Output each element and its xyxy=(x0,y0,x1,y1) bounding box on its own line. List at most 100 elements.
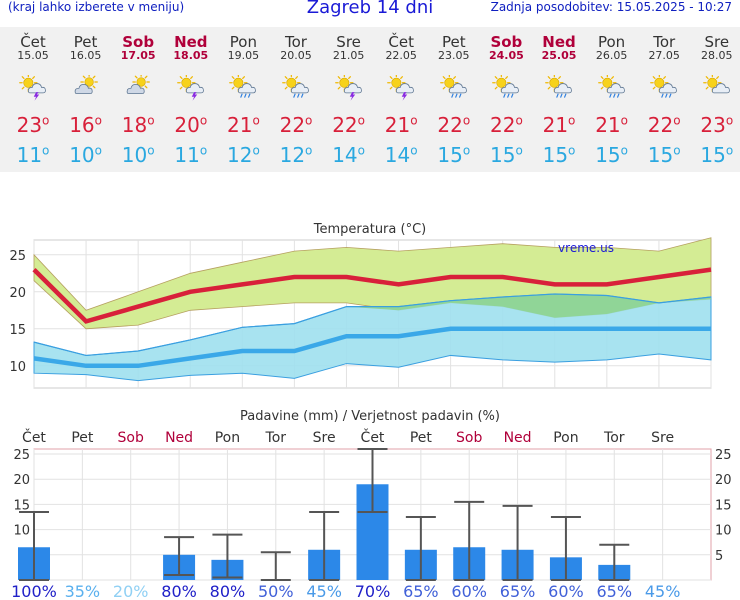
day-name: Sob xyxy=(490,33,523,51)
cloud-sun-icon xyxy=(74,75,98,95)
x-tick-label: Sob xyxy=(118,430,144,446)
max-temperature: 21o xyxy=(542,113,576,137)
x-tick-label: Pet xyxy=(71,430,94,446)
day-name: Pon xyxy=(229,33,257,51)
precipitation-probability-label: 80% xyxy=(161,582,197,600)
day-column: Sob 17.05 18o 10o xyxy=(112,27,164,167)
min-temperature: 11o xyxy=(174,143,208,167)
day-name: Sob xyxy=(122,33,155,51)
sun-cloud-rain-icon xyxy=(282,75,309,98)
y-tick-label: 25 xyxy=(9,249,26,264)
day-name: Ned xyxy=(174,33,208,51)
day-column: Ned 25.05 21o 15o xyxy=(533,27,585,167)
precipitation-probability-label: 100% xyxy=(11,582,57,600)
day-column: Ned 18.05 20o 11o xyxy=(165,27,217,167)
precipitation-probability-label: 60% xyxy=(548,582,584,600)
precipitation-probability-label: 60% xyxy=(451,582,487,600)
x-tick-label: Sob xyxy=(456,430,482,446)
precipitation-probability-label: 80% xyxy=(210,582,246,600)
day-name: Ned xyxy=(542,33,576,51)
min-temperature: 15o xyxy=(595,143,628,167)
sun-cloud-rain-icon xyxy=(545,75,572,98)
min-temperature: 11o xyxy=(16,143,50,167)
day-name: Pet xyxy=(73,33,98,51)
day-date: 16.05 xyxy=(69,49,102,62)
y-tick-label: 15 xyxy=(9,323,26,338)
precipitation-probability-label: 45% xyxy=(645,582,681,600)
sun-cloud-lightning-icon xyxy=(334,75,362,101)
day-date: 28.05 xyxy=(701,49,733,62)
sun-cloud-rain-icon xyxy=(650,75,678,98)
max-temperature: 18o xyxy=(121,113,155,137)
day-column: Čet 15.05 23o 11o xyxy=(7,27,59,167)
sun-cloud-rain-icon xyxy=(492,75,520,98)
x-tick-label: Ned xyxy=(165,430,193,446)
sun-cloud-rain-icon xyxy=(597,75,625,98)
x-tick-label: Tor xyxy=(603,430,625,446)
min-temperature: 15o xyxy=(437,143,471,167)
precipitation-chart-title: Padavine (mm) / Verjetnost padavin (%) xyxy=(240,409,500,424)
precipitation-probability-label: 65% xyxy=(403,582,439,600)
day-name: Tor xyxy=(285,33,307,51)
min-temperature: 14o xyxy=(332,143,365,167)
day-name: Čet xyxy=(388,33,414,51)
day-date: 19.05 xyxy=(227,49,260,62)
x-tick-label: Tor xyxy=(265,430,287,446)
y-tick-label-right: 5 xyxy=(715,549,723,564)
sun-cloud-rain-icon xyxy=(439,75,467,98)
y-tick-label-right: 15 xyxy=(715,498,732,513)
y-tick-label-right: 20 xyxy=(715,473,732,488)
max-temperature: 22o xyxy=(647,113,681,137)
day-name: Čet xyxy=(20,33,46,51)
region-hint-text[interactable]: (kraj lahko izberete v meniju) xyxy=(8,0,185,14)
max-temperature: 16o xyxy=(69,113,102,137)
chart-watermark: vreme.us xyxy=(558,241,614,255)
precipitation-probability-label: 65% xyxy=(500,582,536,600)
max-temperature-series-line xyxy=(32,267,712,324)
max-temperature: 20o xyxy=(174,113,208,137)
sun-cloud-lightning-icon xyxy=(176,75,204,101)
day-name: Sre xyxy=(336,33,361,51)
sun-cloud-lightning-icon xyxy=(19,75,46,101)
min-temperature-series-line xyxy=(33,326,711,369)
y-tick-label: 10 xyxy=(13,524,30,539)
cloud-sun-icon xyxy=(126,75,151,95)
x-tick-label: Čet xyxy=(22,428,46,446)
y-tick-label: 20 xyxy=(9,286,26,301)
max-temperature: 22o xyxy=(279,113,313,137)
day-name: Pon xyxy=(597,33,626,51)
day-date: 25.05 xyxy=(541,49,577,62)
daily-forecast-strip: Čet 15.05 23o 11o Pet 16.05 16o 10o Sob 17.05 18o 1… xyxy=(0,27,740,172)
y-tick-label: 10 xyxy=(9,360,26,375)
max-temperature: 21o xyxy=(595,113,628,137)
x-tick-label: Pon xyxy=(215,430,240,446)
max-temperature: 22o xyxy=(332,113,365,137)
day-column: Tor 27.05 22o 15o xyxy=(638,27,690,167)
sun-cloud-icon xyxy=(702,75,730,94)
x-tick-label: Čet xyxy=(361,428,385,446)
day-date: 22.05 xyxy=(385,49,417,62)
min-temperature: 10o xyxy=(69,143,102,167)
day-date: 17.05 xyxy=(120,49,156,62)
max-temperature: 21o xyxy=(226,113,260,137)
day-date: 20.05 xyxy=(280,49,312,62)
x-tick-label: Pon xyxy=(553,430,578,446)
day-column: Pet 16.05 16o 10o xyxy=(60,27,112,167)
max-temperature: 23o xyxy=(700,113,734,137)
day-date: 27.05 xyxy=(648,49,680,62)
x-tick-label: Sre xyxy=(651,430,674,446)
day-date: 23.05 xyxy=(438,49,470,62)
max-temperature: 22o xyxy=(489,113,523,137)
day-date: 15.05 xyxy=(17,49,49,62)
precipitation-probability-label: 20% xyxy=(113,582,149,600)
temperature-chart-title: Temperatura (°C) xyxy=(313,222,426,237)
precipitation-probability-label: 35% xyxy=(65,582,101,600)
day-column: Sre 21.05 22o 14o xyxy=(323,27,375,167)
x-tick-label: Sre xyxy=(313,430,336,446)
precipitation-probability-label: 70% xyxy=(355,582,391,600)
min-temperature: 12o xyxy=(226,143,260,167)
min-temperature: 10o xyxy=(121,143,155,167)
day-date: 26.05 xyxy=(595,49,628,62)
min-temperature: 15o xyxy=(647,143,681,167)
day-column: Pet 23.05 22o 15o xyxy=(428,27,480,167)
